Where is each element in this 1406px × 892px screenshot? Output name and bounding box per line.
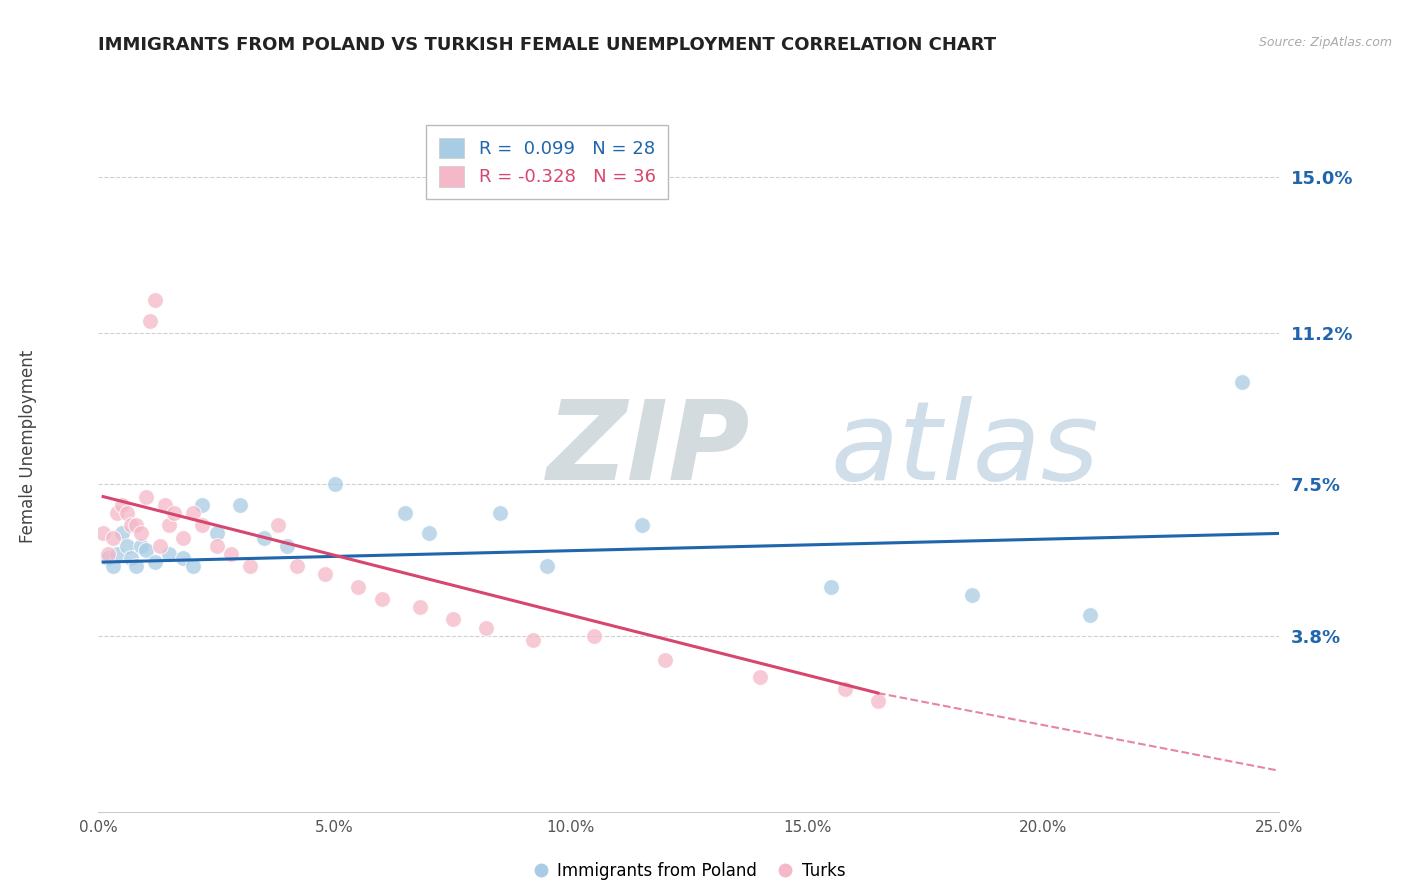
Point: [121, 551, 143, 566]
Point: [820, 580, 842, 594]
Point: [125, 559, 148, 574]
Point: [962, 588, 984, 602]
Point: [748, 670, 770, 684]
Point: [139, 313, 162, 327]
Point: [654, 653, 676, 667]
Point: [1080, 608, 1102, 623]
Point: [172, 551, 194, 566]
Point: [191, 518, 214, 533]
Point: [536, 559, 558, 574]
Point: [219, 547, 242, 561]
Point: [129, 526, 152, 541]
Point: [371, 591, 394, 606]
Point: [267, 518, 290, 533]
Point: [489, 506, 512, 520]
Point: [630, 518, 652, 533]
Point: [149, 539, 172, 553]
Point: [441, 612, 464, 626]
Point: [314, 567, 336, 582]
Point: [229, 498, 252, 512]
Point: [866, 694, 889, 708]
Point: [135, 490, 157, 504]
Point: [181, 559, 204, 574]
Text: IMMIGRANTS FROM POLAND VS TURKISH FEMALE UNEMPLOYMENT CORRELATION CHART: IMMIGRANTS FROM POLAND VS TURKISH FEMALE…: [98, 36, 997, 54]
Point: [143, 293, 166, 307]
Point: [105, 506, 128, 520]
Point: [253, 531, 276, 545]
Point: [157, 547, 180, 561]
Point: [205, 526, 228, 541]
Point: [105, 547, 128, 561]
Text: atlas: atlas: [831, 396, 1099, 503]
Point: [97, 547, 120, 561]
Point: [475, 621, 498, 635]
Point: [285, 559, 308, 574]
Point: [191, 498, 214, 512]
Point: [347, 580, 370, 594]
Point: [115, 539, 138, 553]
Text: Source: ZipAtlas.com: Source: ZipAtlas.com: [1258, 36, 1392, 49]
Point: [172, 531, 194, 545]
Text: Female Unemployment: Female Unemployment: [20, 350, 37, 542]
Text: ZIP: ZIP: [547, 396, 751, 503]
Point: [239, 559, 262, 574]
Point: [115, 506, 138, 520]
Point: [408, 600, 430, 615]
Point: [163, 506, 186, 520]
Point: [418, 526, 440, 541]
Point: [101, 531, 124, 545]
Point: [394, 506, 416, 520]
Point: [205, 539, 228, 553]
Point: [97, 551, 120, 566]
Point: [522, 632, 544, 647]
Point: [111, 498, 134, 512]
Legend: Immigrants from Poland, Turks: Immigrants from Poland, Turks: [526, 855, 852, 887]
Point: [143, 555, 166, 569]
Point: [91, 526, 114, 541]
Point: [1230, 375, 1253, 389]
Point: [129, 539, 152, 553]
Point: [135, 542, 157, 557]
Point: [111, 526, 134, 541]
Point: [125, 518, 148, 533]
Point: [834, 681, 856, 696]
Point: [157, 518, 180, 533]
Point: [323, 477, 346, 491]
Point: [153, 498, 176, 512]
Point: [583, 629, 606, 643]
Point: [276, 539, 298, 553]
Point: [101, 559, 124, 574]
Point: [121, 518, 143, 533]
Point: [181, 506, 204, 520]
